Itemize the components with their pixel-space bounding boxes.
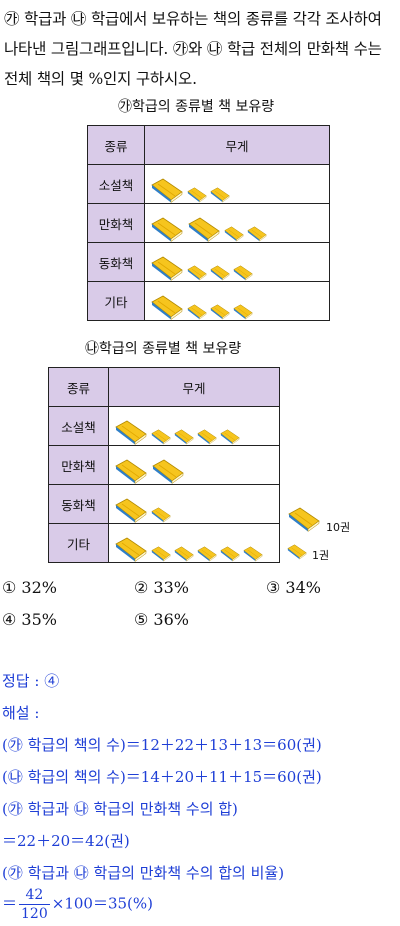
graph-a-header-kind: 종류 — [87, 125, 145, 165]
fraction-denominator: 120 — [21, 906, 48, 922]
graph-b-row-label: 기타 — [48, 523, 109, 563]
explanation-line-4: ＝22＋20＝42(권) — [2, 832, 130, 850]
small-book-icon — [196, 545, 218, 562]
big-book-icon — [113, 419, 149, 445]
graph-a-row-icons — [144, 242, 330, 282]
big-book-icon — [186, 216, 222, 242]
small-book-icon — [219, 428, 241, 445]
fraction: 42 120 — [19, 886, 50, 923]
small-book-icon — [150, 506, 172, 523]
graph-b-title: ㉯학급의 종류별 책 보유량 — [85, 341, 242, 357]
choice-5[interactable]: ⑤ 36% — [134, 610, 189, 629]
big-book-icon — [113, 536, 149, 562]
graph-a-title: ㉮학급의 종류별 책 보유량 — [118, 99, 275, 115]
answer-key: 정답 : ④ — [2, 672, 60, 690]
big-book-icon — [149, 255, 185, 281]
legend: 10권 1권 — [286, 506, 350, 563]
fraction-numerator: 42 — [19, 886, 50, 905]
small-book-icon — [150, 545, 172, 562]
graph-b-row: 동화책 — [48, 484, 280, 524]
graph-b-row: 기타 — [48, 523, 280, 563]
legend-big-book-icon — [286, 506, 322, 535]
graph-a-row: 기타 — [87, 281, 330, 321]
graph-b-row-label: 만화책 — [48, 445, 109, 485]
small-book-icon — [232, 264, 254, 281]
small-book-icon — [186, 303, 208, 320]
small-book-icon — [209, 264, 231, 281]
big-book-icon — [113, 458, 149, 484]
graph-b-row-icons — [108, 484, 280, 524]
big-book-icon — [149, 177, 185, 203]
graph-b-header-amount: 무게 — [108, 367, 280, 407]
small-book-icon — [173, 545, 195, 562]
explanation-line-1: (㉮ 학급의 책의 수)＝12＋22＋13＋13＝60(권) — [2, 736, 322, 754]
graph-a-row-icons — [144, 281, 330, 321]
explanation-line-2: (㉯ 학급의 책의 수)＝14＋20＋11＋15＝60(권) — [2, 768, 322, 786]
graph-b-row: 소설책 — [48, 406, 280, 446]
graph-b-row-icons — [108, 406, 280, 446]
graph-b-row: 만화책 — [48, 445, 280, 485]
graph-a-row: 동화책 — [87, 242, 330, 282]
explanation-line-5: (㉮ 학급과 ㉯ 학급의 만화책 수의 합의 비율) — [2, 864, 285, 882]
big-book-icon — [150, 458, 186, 484]
small-book-icon — [209, 303, 231, 320]
small-book-icon — [219, 545, 241, 562]
small-book-icon — [246, 225, 268, 242]
small-book-icon — [186, 264, 208, 281]
small-book-icon — [186, 186, 208, 203]
graph-a-row-label: 기타 — [87, 281, 145, 321]
graph-a-row-label: 소설책 — [87, 164, 145, 204]
graph-a-row-label: 동화책 — [87, 242, 145, 282]
graph-a-table: 종류 무게 소설책 만화책 동화책 기타 — [87, 125, 330, 321]
small-book-icon — [150, 428, 172, 445]
big-book-icon — [149, 294, 185, 320]
line6-prefix: ＝ — [2, 894, 18, 913]
small-book-icon — [232, 303, 254, 320]
graph-b-row-label: 소설책 — [48, 406, 109, 446]
small-book-icon — [196, 428, 218, 445]
question-text: ㉮ 학급과 ㉯ 학급에서 보유하는 책의 종류를 각각 조사하여 나타낸 그림그… — [4, 10, 382, 88]
graph-a-row-icons — [144, 203, 330, 243]
small-book-icon — [173, 428, 195, 445]
legend-big-label: 10권 — [326, 521, 351, 534]
choice-2[interactable]: ② 33% — [134, 578, 189, 597]
graph-a-row-icons — [144, 164, 330, 204]
big-book-icon — [149, 216, 185, 242]
explanation-heading: 해설 : — [2, 704, 40, 722]
graph-b-table: 종류 무게 소설책 만화책 동화책 기타 — [48, 367, 280, 563]
graph-b-row-icons — [108, 445, 280, 485]
legend-small-label: 1권 — [312, 549, 330, 562]
graph-b-header-kind: 종류 — [48, 367, 109, 407]
graph-a-header-amount: 무게 — [144, 125, 330, 165]
choice-3[interactable]: ③ 34% — [266, 578, 321, 597]
explanation-line-6: ＝ 42 120 ×100＝35(%) — [2, 886, 153, 923]
small-book-icon — [242, 545, 264, 562]
graph-a-row: 만화책 — [87, 203, 330, 243]
graph-a-row-label: 만화책 — [87, 203, 145, 243]
small-book-icon — [223, 225, 245, 242]
legend-small-book-icon — [286, 543, 308, 563]
graph-b-row-label: 동화책 — [48, 484, 109, 524]
choice-4[interactable]: ④ 35% — [2, 610, 57, 629]
big-book-icon — [113, 497, 149, 523]
explanation-line-3: (㉮ 학급과 ㉯ 학급의 만화책 수의 합) — [2, 800, 238, 818]
choice-1[interactable]: ① 32% — [2, 578, 57, 597]
small-book-icon — [209, 186, 231, 203]
line6-suffix: ×100＝35(%) — [51, 894, 153, 913]
graph-b-row-icons — [108, 523, 280, 563]
graph-a-row: 소설책 — [87, 164, 330, 204]
